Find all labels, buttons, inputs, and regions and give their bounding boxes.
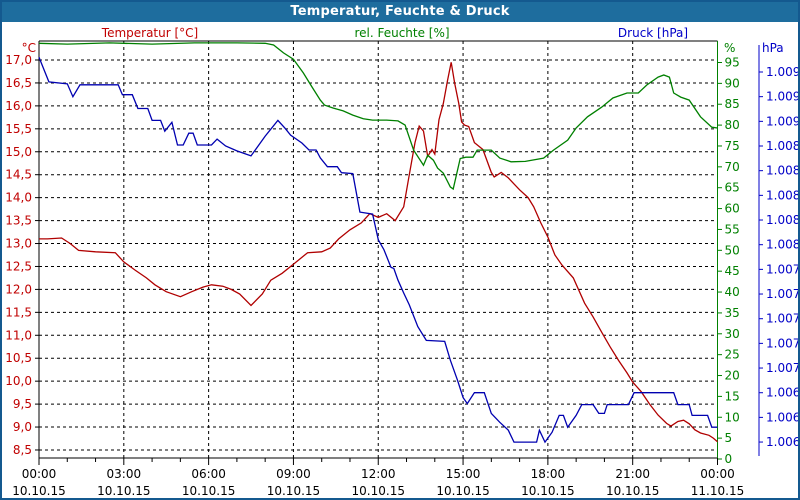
pressure-series-label: Druck [hPa] xyxy=(617,26,689,40)
svg-text:10.10.15: 10.10.15 xyxy=(182,484,235,498)
page-title: Temperatur, Feuchte & Druck xyxy=(290,4,510,19)
temperature-series xyxy=(39,62,718,443)
svg-text:16,0: 16,0 xyxy=(5,99,32,113)
svg-text:80: 80 xyxy=(725,118,740,132)
svg-text:10: 10 xyxy=(725,410,740,424)
svg-text:90: 90 xyxy=(725,76,740,90)
x-axis-labels: 00:00 10.10.15 03:00 10.10.15 06:00 10.10.15 0… xyxy=(12,458,744,498)
svg-text:1.009: 1.009 xyxy=(766,65,798,79)
svg-text:14,0: 14,0 xyxy=(5,191,32,205)
pressure-series xyxy=(38,56,718,444)
svg-text:14,5: 14,5 xyxy=(5,168,32,182)
svg-text:10.10.15: 10.10.15 xyxy=(352,484,405,498)
svg-text:20: 20 xyxy=(725,369,740,383)
svg-text:12,5: 12,5 xyxy=(5,259,32,273)
svg-text:1.008: 1.008 xyxy=(766,139,798,153)
svg-text:1.008: 1.008 xyxy=(766,164,798,178)
temperature-series-label: Temperatur [°C] xyxy=(101,26,199,40)
pressure-unit-label: hPa xyxy=(762,41,784,55)
svg-text:70: 70 xyxy=(725,160,740,174)
svg-text:35: 35 xyxy=(725,306,740,320)
temperature-unit-label: °C xyxy=(21,41,36,55)
svg-text:0: 0 xyxy=(725,452,733,466)
svg-text:1.007: 1.007 xyxy=(766,312,798,326)
svg-text:40: 40 xyxy=(725,285,740,299)
svg-text:1.007: 1.007 xyxy=(766,287,798,301)
svg-text:10.10.15: 10.10.15 xyxy=(97,484,150,498)
svg-text:55: 55 xyxy=(725,222,740,236)
svg-text:10.10.15: 10.10.15 xyxy=(606,484,659,498)
svg-text:12:00: 12:00 xyxy=(361,467,396,481)
svg-text:1.009: 1.009 xyxy=(766,90,798,104)
svg-text:1.008: 1.008 xyxy=(766,188,798,202)
svg-text:15: 15 xyxy=(725,389,740,403)
humidity-series xyxy=(38,42,718,191)
svg-text:03:00: 03:00 xyxy=(107,467,142,481)
svg-text:85: 85 xyxy=(725,97,740,111)
gridlines xyxy=(38,41,718,458)
svg-text:13,0: 13,0 xyxy=(5,237,32,251)
svg-text:65: 65 xyxy=(725,181,740,195)
svg-text:1.007: 1.007 xyxy=(766,262,798,276)
svg-text:75: 75 xyxy=(725,139,740,153)
svg-text:5: 5 xyxy=(725,431,733,445)
svg-text:17,0: 17,0 xyxy=(5,53,32,67)
svg-text:10,5: 10,5 xyxy=(5,351,32,365)
svg-text:9,0: 9,0 xyxy=(13,420,32,434)
svg-text:00:00: 00:00 xyxy=(700,467,735,481)
svg-text:13,5: 13,5 xyxy=(5,214,32,228)
svg-text:15:00: 15:00 xyxy=(446,467,481,481)
svg-text:1.006: 1.006 xyxy=(766,386,798,400)
svg-text:1.008: 1.008 xyxy=(766,213,798,227)
svg-text:15,0: 15,0 xyxy=(5,145,32,159)
pressure-axis-labels: 1.009 1.009 1.009 1.008 1.008 1.008 1.008 1.008… xyxy=(758,45,798,456)
svg-text:1.007: 1.007 xyxy=(766,336,798,350)
svg-text:12,0: 12,0 xyxy=(5,282,32,296)
svg-text:11.10.15: 11.10.15 xyxy=(691,484,744,498)
svg-text:10.10.15: 10.10.15 xyxy=(267,484,320,498)
svg-text:11,0: 11,0 xyxy=(5,328,32,342)
svg-text:10,0: 10,0 xyxy=(5,374,32,388)
svg-text:45: 45 xyxy=(725,264,740,278)
svg-text:15,5: 15,5 xyxy=(5,122,32,136)
svg-text:1.009: 1.009 xyxy=(766,114,798,128)
svg-text:50: 50 xyxy=(725,243,740,257)
svg-text:09:00: 09:00 xyxy=(276,467,311,481)
svg-text:06:00: 06:00 xyxy=(191,467,226,481)
svg-text:60: 60 xyxy=(725,202,740,216)
svg-text:1.008: 1.008 xyxy=(766,238,798,252)
svg-text:11,5: 11,5 xyxy=(5,305,32,319)
humidity-series-label: rel. Feuchte [%] xyxy=(354,26,450,40)
svg-text:1.006: 1.006 xyxy=(766,410,798,424)
humidity-unit-label: % xyxy=(724,41,736,55)
svg-text:25: 25 xyxy=(725,348,740,362)
svg-text:10.10.15: 10.10.15 xyxy=(521,484,574,498)
svg-text:18:00: 18:00 xyxy=(531,467,566,481)
svg-text:9,5: 9,5 xyxy=(13,397,32,411)
svg-text:00:00: 00:00 xyxy=(22,467,57,481)
temperature-axis-labels: 17,0 16,5 16,0 15,5 15,0 14,5 14,0 13,5 13,0 12,5… xyxy=(5,53,39,457)
svg-text:21:00: 21:00 xyxy=(615,467,650,481)
svg-text:8,5: 8,5 xyxy=(13,443,32,457)
svg-text:30: 30 xyxy=(725,327,740,341)
chart-plot: 17,0 16,5 16,0 15,5 15,0 14,5 14,0 13,5 13,0 12,5… xyxy=(5,40,798,498)
svg-text:1.006: 1.006 xyxy=(766,435,798,449)
svg-text:10.10.15: 10.10.15 xyxy=(12,484,65,498)
svg-text:95: 95 xyxy=(725,55,740,69)
svg-text:16,5: 16,5 xyxy=(5,76,32,90)
svg-text:1.007: 1.007 xyxy=(766,361,798,375)
svg-text:10.10.15: 10.10.15 xyxy=(436,484,489,498)
title-bar: Temperatur, Feuchte & Druck xyxy=(2,2,798,22)
